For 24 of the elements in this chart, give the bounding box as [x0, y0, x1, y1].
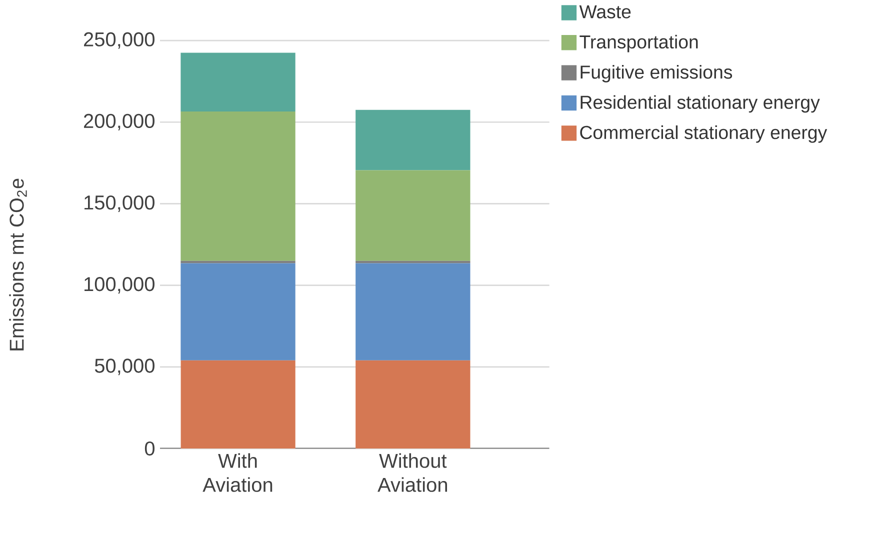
y-axis-title: Emissions mt CO$_{2}$e — [9, 179, 27, 351]
y-tick-label: 100,000 — [84, 277, 154, 294]
bar — [356, 110, 470, 170]
bar — [180, 261, 296, 264]
y-tick-label: 0 — [144, 442, 154, 456]
bar — [180, 264, 296, 361]
x-tick-label: With Aviation — [202, 453, 272, 492]
y-tick-label: 150,000 — [84, 196, 154, 212]
bar — [180, 112, 296, 262]
bar — [180, 53, 296, 112]
bar — [356, 170, 470, 262]
legend-label: Transportation — [580, 35, 698, 52]
y-tick-label: 200,000 — [84, 114, 154, 131]
x-tick-label: Without Aviation — [378, 453, 448, 492]
bar — [356, 264, 470, 361]
y-tick-label: 250,000 — [84, 32, 154, 50]
legend-label: Fugitive emissions — [580, 65, 732, 83]
y-tick-label: 50,000 — [94, 358, 154, 376]
legend-label: Waste — [579, 6, 631, 19]
legend-label: Commercial stationary energy — [580, 126, 828, 144]
bar — [356, 261, 470, 264]
legend-label: Residential stationary energy — [580, 95, 820, 113]
bar — [180, 360, 296, 449]
bar — [356, 360, 470, 449]
